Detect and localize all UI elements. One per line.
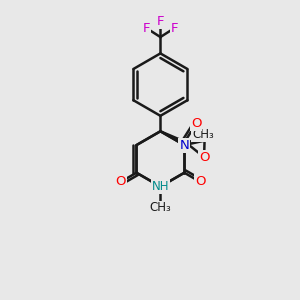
Text: F: F — [157, 15, 164, 28]
Text: O: O — [115, 176, 126, 188]
Text: N: N — [179, 139, 189, 152]
Text: CH₃: CH₃ — [149, 202, 171, 214]
Text: O: O — [195, 176, 206, 188]
Text: CH₃: CH₃ — [192, 128, 214, 141]
Text: F: F — [171, 22, 178, 34]
Text: O: O — [191, 117, 201, 130]
Text: NH: NH — [152, 180, 169, 193]
Text: O: O — [199, 151, 209, 164]
Text: N: N — [155, 180, 165, 193]
Text: F: F — [143, 22, 150, 34]
